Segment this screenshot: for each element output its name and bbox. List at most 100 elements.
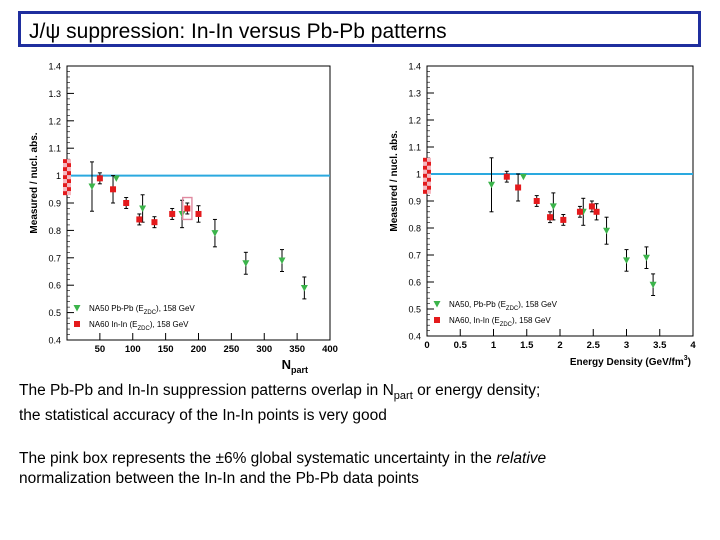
syst-band-cell bbox=[423, 189, 427, 194]
y-tick-label: 0.9 bbox=[48, 199, 61, 209]
syst-band-cell bbox=[67, 191, 71, 196]
inin-point bbox=[123, 200, 130, 206]
legend-marker bbox=[74, 321, 80, 327]
systematic-box bbox=[182, 196, 193, 221]
y-tick-label: 0.5 bbox=[408, 305, 421, 315]
syst-band-cell bbox=[67, 179, 71, 184]
syst-band-cell bbox=[67, 163, 71, 168]
syst-band-cell bbox=[423, 173, 427, 178]
caption1-sub: part bbox=[393, 390, 413, 403]
caption2-part1: The pink box represents the ±6% global s… bbox=[19, 450, 497, 467]
legend-text: NA50 Pb-Pb (E bbox=[89, 304, 144, 313]
inin-point bbox=[503, 173, 510, 180]
x-tick-label: 2 bbox=[557, 340, 562, 351]
y-tick-label: 1.1 bbox=[408, 143, 421, 153]
legend-entry: NA60, In-In (EZDC), 158 GeV bbox=[449, 316, 551, 328]
legend-marker bbox=[73, 305, 81, 312]
x-axis-label-main: Energy Density (GeV/fm bbox=[570, 357, 684, 368]
x-tick-label: 1 bbox=[491, 340, 497, 351]
x-axis-label-sup: 3 bbox=[684, 355, 688, 362]
x-tick-label: 4 bbox=[690, 340, 696, 351]
legend-tail: ), 158 GeV bbox=[156, 304, 195, 313]
caption-overlap: The Pb-Pb and In-In suppression patterns… bbox=[19, 381, 709, 426]
inin-point bbox=[533, 198, 540, 204]
pbpb-point bbox=[242, 260, 250, 267]
legend-sub: ZDC bbox=[506, 306, 519, 312]
syst-band-cell bbox=[427, 165, 431, 170]
syst-band-cell bbox=[423, 165, 427, 170]
y-tick-label: 0.7 bbox=[48, 253, 61, 263]
caption1-part2: or energy density; bbox=[412, 382, 541, 399]
syst-band-cell bbox=[423, 157, 427, 162]
inin-point bbox=[136, 216, 143, 223]
syst-band-cell bbox=[423, 177, 427, 182]
y-tick-label: 0.4 bbox=[408, 332, 421, 342]
pbpb-point bbox=[88, 183, 96, 191]
x-tick-label: 3 bbox=[624, 340, 629, 351]
x-tick-label: 0.5 bbox=[454, 340, 468, 351]
syst-band-cell bbox=[63, 183, 67, 188]
chart-energy-density: 0.4 0.5 0.6 0.7 0.8 0.9 1 1.1 1.2 1.3 1.4 0 0.5 1 1.5 2… bbox=[389, 62, 696, 369]
y-tick-label: 0.8 bbox=[408, 224, 421, 234]
syst-band-cell bbox=[67, 183, 71, 188]
legend-marker bbox=[433, 301, 441, 308]
inin-point bbox=[588, 203, 595, 210]
plot-frame bbox=[66, 65, 331, 341]
caption1-part1: The Pb-Pb and In-In suppression patterns… bbox=[19, 382, 394, 399]
syst-band-cell bbox=[427, 185, 431, 190]
inin-point bbox=[151, 219, 158, 226]
syst-band-cell bbox=[63, 171, 67, 176]
caption2-line2: normalization between the In-In and the … bbox=[19, 470, 419, 487]
syst-band-cell bbox=[67, 187, 71, 192]
y-tick-label: 1.4 bbox=[48, 62, 61, 72]
x-axis-label-main: N bbox=[282, 357, 291, 372]
x-tick-label: 300 bbox=[256, 344, 272, 355]
pbpb-point bbox=[139, 205, 147, 212]
title-box: J/ψ suppression: In-In versus Pb-Pb patt… bbox=[18, 11, 701, 47]
y-tick-label: 1.2 bbox=[408, 116, 421, 126]
caption2-italic: relative bbox=[496, 450, 547, 467]
syst-band-cell bbox=[63, 159, 67, 164]
y-tick-label: 1.2 bbox=[48, 116, 61, 126]
y-tick-label: 1.4 bbox=[408, 62, 421, 72]
pbpb-point bbox=[300, 284, 308, 292]
y-tick-label: 1.3 bbox=[408, 89, 421, 99]
y-tick-label: 0.6 bbox=[48, 281, 61, 291]
x-tick-label: 200 bbox=[191, 344, 207, 355]
x-tick-label: 350 bbox=[289, 344, 305, 355]
syst-band-cell bbox=[427, 181, 431, 186]
legend-text: NA50, Pb-Pb (E bbox=[449, 300, 506, 309]
pbpb-point bbox=[649, 281, 657, 289]
x-tick-label: 100 bbox=[125, 344, 141, 355]
x-axis-label-tail: ) bbox=[688, 357, 691, 368]
syst-band-cell bbox=[67, 175, 71, 180]
y-tick-label: 0.8 bbox=[48, 226, 61, 236]
syst-band-cell bbox=[423, 161, 427, 166]
syst-band-cell bbox=[427, 169, 431, 174]
inin-point bbox=[96, 175, 103, 182]
caption1-line2: the statistical accuracy of the In-In po… bbox=[19, 407, 387, 425]
x-axis-label: Npart bbox=[282, 357, 308, 375]
syst-band-cell bbox=[63, 187, 67, 192]
chart-npart: 0.4 0.5 0.6 0.7 0.8 0.9 1 1.1 1.2 1.3 1.4 50 100 150 2… bbox=[29, 62, 338, 376]
x-tick-label: 3.5 bbox=[653, 340, 667, 351]
x-axis-label: Energy Density (GeV/fm3) bbox=[570, 355, 691, 368]
syst-band-cell bbox=[427, 177, 431, 182]
syst-band-cell bbox=[427, 173, 431, 178]
y-tick-label: 0.6 bbox=[408, 278, 421, 288]
inin-point bbox=[547, 214, 554, 221]
y-tick-label: 1.3 bbox=[48, 89, 61, 99]
legend-entry: NA60 In-In (EZDC), 158 GeV bbox=[89, 320, 189, 332]
legend-marker bbox=[434, 317, 440, 323]
inin-point bbox=[515, 184, 522, 191]
legend-sub: ZDC bbox=[144, 310, 157, 316]
inin-point bbox=[576, 208, 583, 215]
x-tick-label: 50 bbox=[95, 344, 106, 355]
inin-point bbox=[110, 186, 117, 193]
legend-tail: ), 158 GeV bbox=[518, 300, 557, 309]
x-tick-label: 0 bbox=[424, 340, 429, 351]
pbpb-point bbox=[488, 181, 496, 189]
legend-text: NA60, In-In (E bbox=[449, 316, 500, 325]
x-tick-label: 150 bbox=[158, 344, 174, 355]
pbpb-point bbox=[278, 257, 286, 265]
